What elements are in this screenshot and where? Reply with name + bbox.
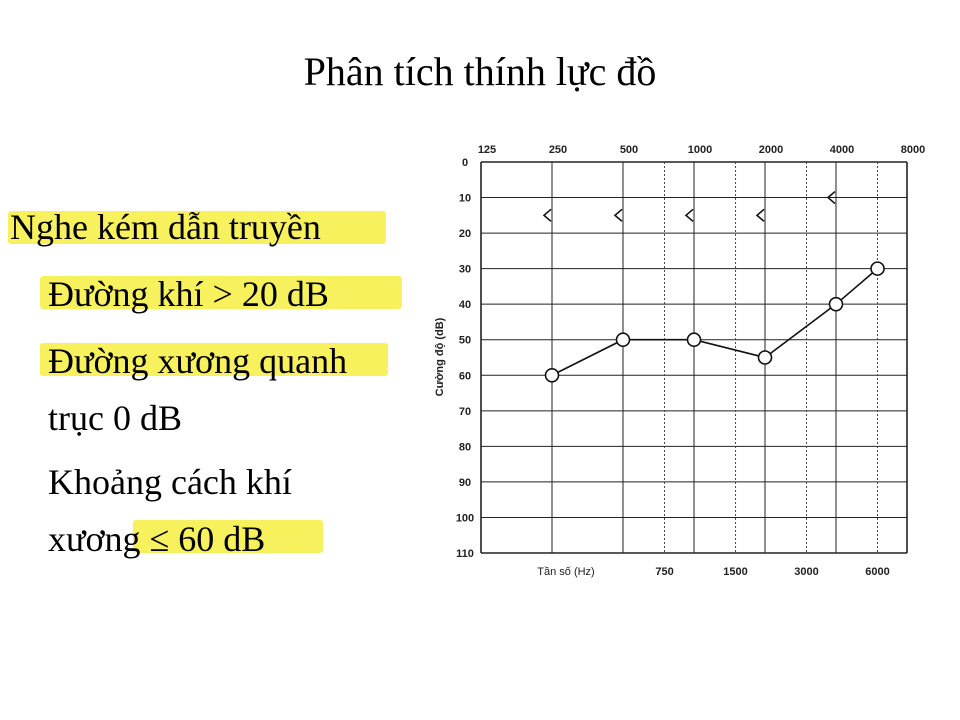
y-tick-label: 90 [459,477,471,489]
y-tick-label: 100 [456,512,474,524]
bullet-air-conduction: Đường khí > 20 dB [48,274,329,314]
air-conduction-point [870,261,885,276]
x-tick-label-top: 250 [549,144,567,156]
chart-series [542,190,885,383]
bullet-bone-conduction-line1: Đường xương quanh [48,341,348,381]
bullet-air-bone-gap-line2: xương ≤ 60 dB [48,519,266,559]
highlight-mark [40,343,388,376]
y-tick-label: 10 [459,193,471,205]
x-tick-label-top: 1000 [688,144,712,156]
x-tick-label-bottom: 3000 [794,566,818,578]
air-conduction-point [615,332,631,348]
slide-title: Phân tích thính lực đồ [303,49,657,94]
y-tick-label: 20 [459,228,471,240]
highlight-mark [40,276,402,309]
y-tick-label: 40 [459,299,471,311]
bullet-air-bone-gap-line1: Khoảng cách khí [48,462,292,502]
y-tick-label: 0 [462,157,468,169]
chart-grid [480,161,908,554]
x-tick-label-top: 500 [620,144,638,156]
air-conduction-point [544,367,560,383]
x-tick-label-top: 2000 [759,144,783,156]
y-tick-label: 30 [459,264,471,276]
bone-conduction-marker [755,208,765,222]
y-tick-label: 70 [459,406,471,418]
air-conduction-point [828,296,844,312]
air-conduction-point [757,350,773,365]
bullet-conductive-hearing-loss: Nghe kém dẫn truyền [10,207,321,247]
x-tick-label-top: 8000 [901,144,925,156]
highlight-mark [8,211,386,244]
y-tick-label: 50 [459,335,471,347]
air-conduction-line [551,268,879,376]
x-axis-label: Tần số (Hz) [537,566,594,578]
x-tick-label-bottom: 1500 [723,566,747,578]
bone-conduction-marker [542,208,552,222]
x-tick-label-bottom: 750 [655,566,673,578]
bullet-bone-conduction-line2: trục 0 dB [48,398,182,438]
highlight-mark [133,520,323,553]
y-tick-label: 80 [459,441,471,453]
bone-conduction-marker [826,190,836,205]
y-axis-label: Cường độ (dB) [434,317,446,396]
y-tick-label: 60 [459,370,471,382]
chart-axes: 0 10 20 30 40 50 60 70 80 90 100 110 125 250 500 1000 20… [456,144,925,578]
bone-conduction-marker [613,208,623,222]
bone-conduction-marker [684,208,694,222]
x-tick-label-top: 125 [478,144,496,156]
y-tick-label: 110 [456,548,474,560]
x-tick-label-top: 4000 [830,144,854,156]
x-tick-label-bottom: 6000 [865,566,889,578]
air-conduction-point [686,332,702,348]
